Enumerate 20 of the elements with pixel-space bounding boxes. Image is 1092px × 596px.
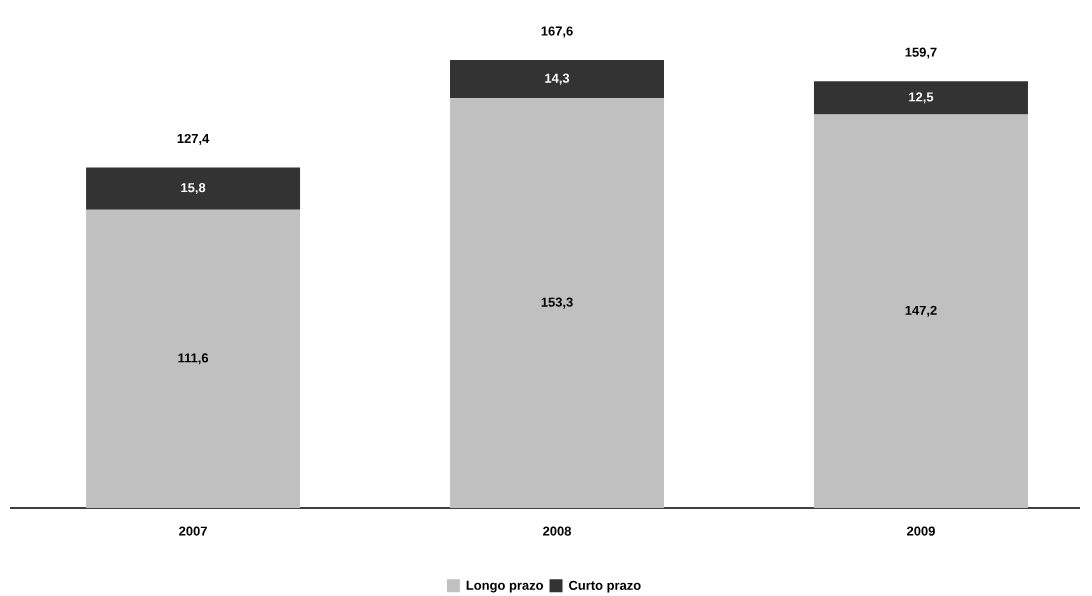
x-tick-label: 2007 <box>179 526 207 536</box>
bar <box>450 98 665 508</box>
data-label: 15,8 <box>181 183 206 195</box>
bar <box>450 60 665 99</box>
legend-label: Longo prazo <box>466 580 544 593</box>
legend-label: Curto prazo <box>569 580 641 593</box>
total-label: 127,4 <box>177 133 210 145</box>
data-label: 14,3 <box>545 73 570 85</box>
bar <box>813 114 1028 508</box>
total-label: 167,6 <box>541 26 573 38</box>
bar <box>813 81 1028 115</box>
bar <box>86 167 301 210</box>
data-label: 12,5 <box>909 92 934 104</box>
x-tick-label: 2009 <box>907 526 935 536</box>
total-label: 159,7 <box>905 47 937 59</box>
data-label: 147,2 <box>905 305 937 317</box>
x-tick-label: 2008 <box>543 526 572 536</box>
data-label: 111,6 <box>178 353 209 365</box>
data-label: 153,3 <box>541 297 573 309</box>
bar <box>86 209 301 508</box>
